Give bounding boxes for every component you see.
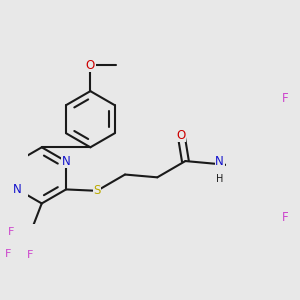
Text: N: N [62,155,70,168]
Text: F: F [282,92,288,105]
Text: H: H [216,174,223,184]
Text: F: F [5,249,11,259]
Text: F: F [8,226,14,236]
Text: F: F [27,250,34,260]
Text: F: F [282,211,288,224]
Text: S: S [93,184,100,197]
Text: O: O [176,129,186,142]
Text: N: N [215,154,224,168]
Text: O: O [86,59,95,72]
Text: N: N [13,183,22,196]
